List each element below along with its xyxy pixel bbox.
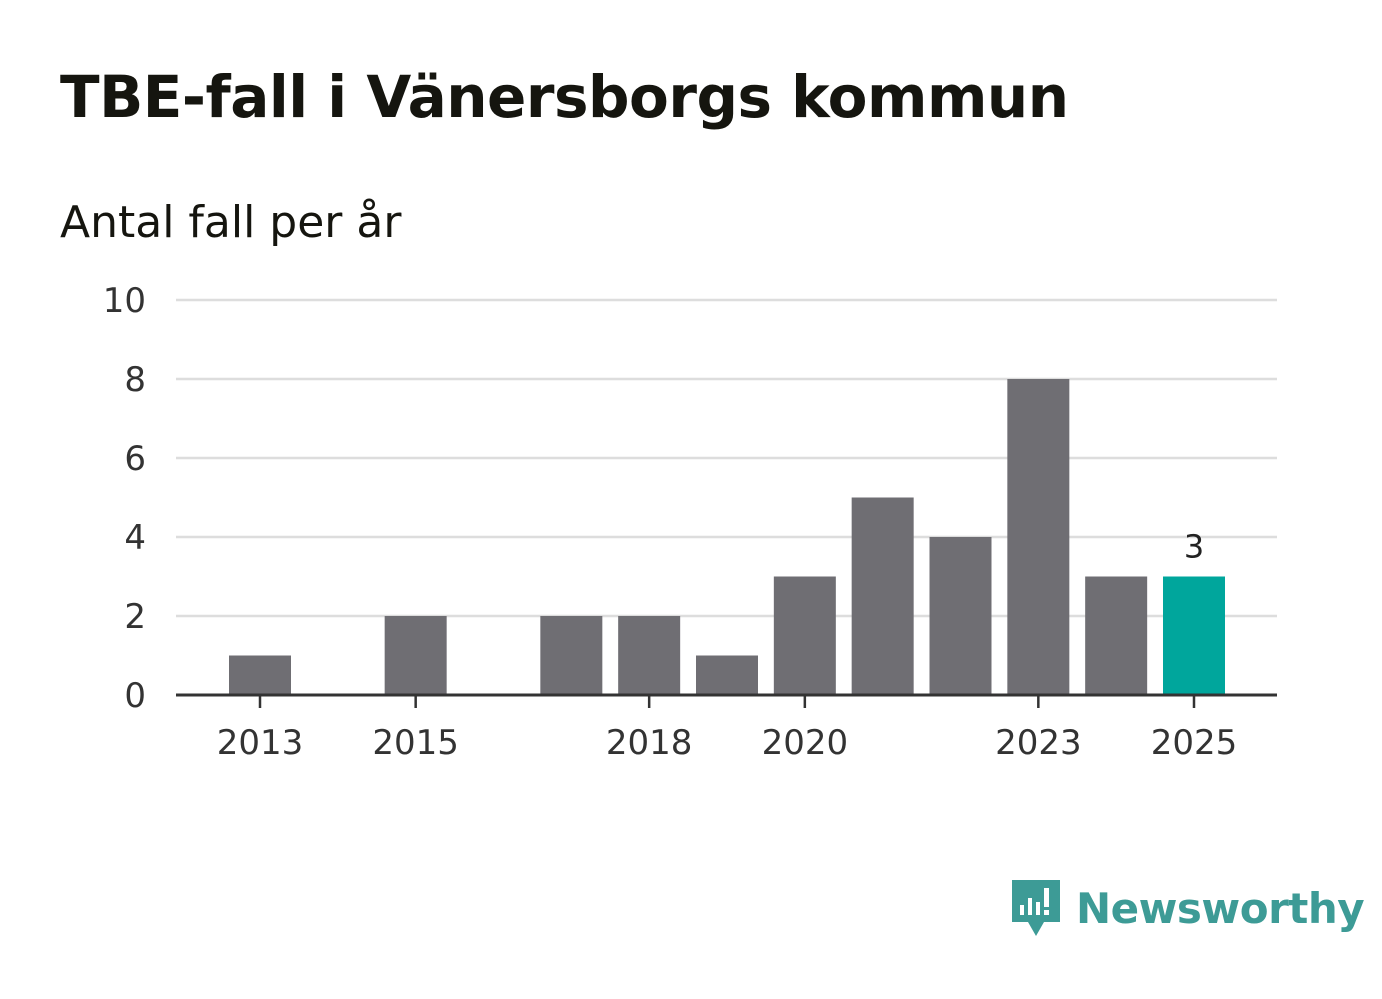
y-tick-label: 4 [124, 518, 146, 558]
brand-name: Newsworthy [1076, 883, 1365, 933]
y-tick-label: 6 [124, 439, 146, 479]
bar-2013 [229, 655, 291, 695]
bar-2018 [618, 616, 681, 695]
x-tick-label: 2013 [217, 723, 304, 763]
bar-2021 [851, 497, 914, 695]
bar-2022 [929, 537, 992, 695]
bar-2015 [384, 616, 447, 695]
x-axis-ticks: 2013 2015 2018 2020 2023 2025 [217, 695, 1238, 763]
bar-2024 [1085, 576, 1148, 695]
x-tick-label: 2020 [762, 723, 849, 763]
y-axis-ticks: 0 2 4 6 8 10 [103, 281, 146, 716]
y-tick-label: 0 [124, 676, 146, 716]
y-tick-label: 2 [124, 597, 146, 637]
x-tick-label: 2023 [995, 723, 1082, 763]
bar-2023 [1007, 379, 1070, 695]
bar-2025 [1163, 576, 1225, 695]
chart-subtitle: Antal fall per år [60, 197, 402, 248]
newsworthy-logo-icon [1012, 880, 1060, 936]
y-tick-label: 10 [103, 281, 146, 321]
bar-2017 [540, 616, 603, 695]
bar-2019 [696, 655, 758, 695]
chart-title: TBE-fall i Vänersborgs kommun [60, 63, 1069, 131]
x-tick-label: 2018 [606, 723, 693, 763]
x-tick-label: 2015 [372, 723, 459, 763]
value-label: 3 [1184, 528, 1204, 566]
brand-logo: Newsworthy [1010, 878, 1365, 938]
value-labels: 3 [1184, 528, 1204, 566]
bar-2020 [773, 576, 836, 695]
x-tick-label: 2025 [1151, 723, 1238, 763]
bars [229, 379, 1225, 695]
gridlines [176, 298, 1277, 618]
y-tick-label: 8 [124, 360, 146, 400]
